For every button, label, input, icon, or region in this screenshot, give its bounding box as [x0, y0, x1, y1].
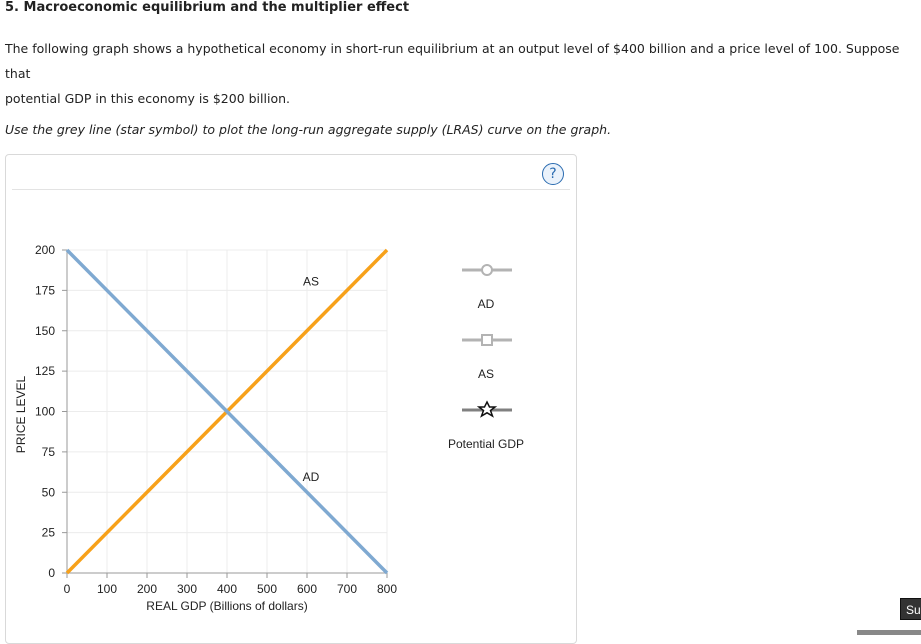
intro-line-1: The following graph shows a hypothetical…	[5, 41, 900, 81]
legend-as-label: AS	[477, 367, 494, 381]
question-intro: The following graph shows a hypothetical…	[5, 36, 905, 111]
legend-potential-gdp-tool[interactable]	[460, 400, 516, 420]
legend-ad-label: AD	[477, 297, 495, 311]
graph-panel	[5, 154, 577, 644]
bottom-scrollbar[interactable]	[857, 630, 921, 635]
square-icon	[481, 334, 493, 346]
help-icon[interactable]: ?	[542, 163, 564, 185]
legend-potential-gdp-label: Potential GDP	[447, 437, 525, 451]
star-icon	[476, 400, 498, 418]
circle-icon	[481, 264, 493, 276]
panel-header-divider	[12, 189, 570, 190]
legend-as-tool[interactable]	[460, 330, 516, 350]
submit-button[interactable]: Sub	[900, 598, 921, 620]
legend-ad-tool[interactable]	[460, 260, 516, 280]
question-title: 5. Macroeconomic equilibrium and the mul…	[5, 0, 410, 15]
question-instruction: Use the grey line (star symbol) to plot …	[5, 122, 612, 137]
intro-line-2: potential GDP in this economy is $200 bi…	[5, 91, 290, 106]
